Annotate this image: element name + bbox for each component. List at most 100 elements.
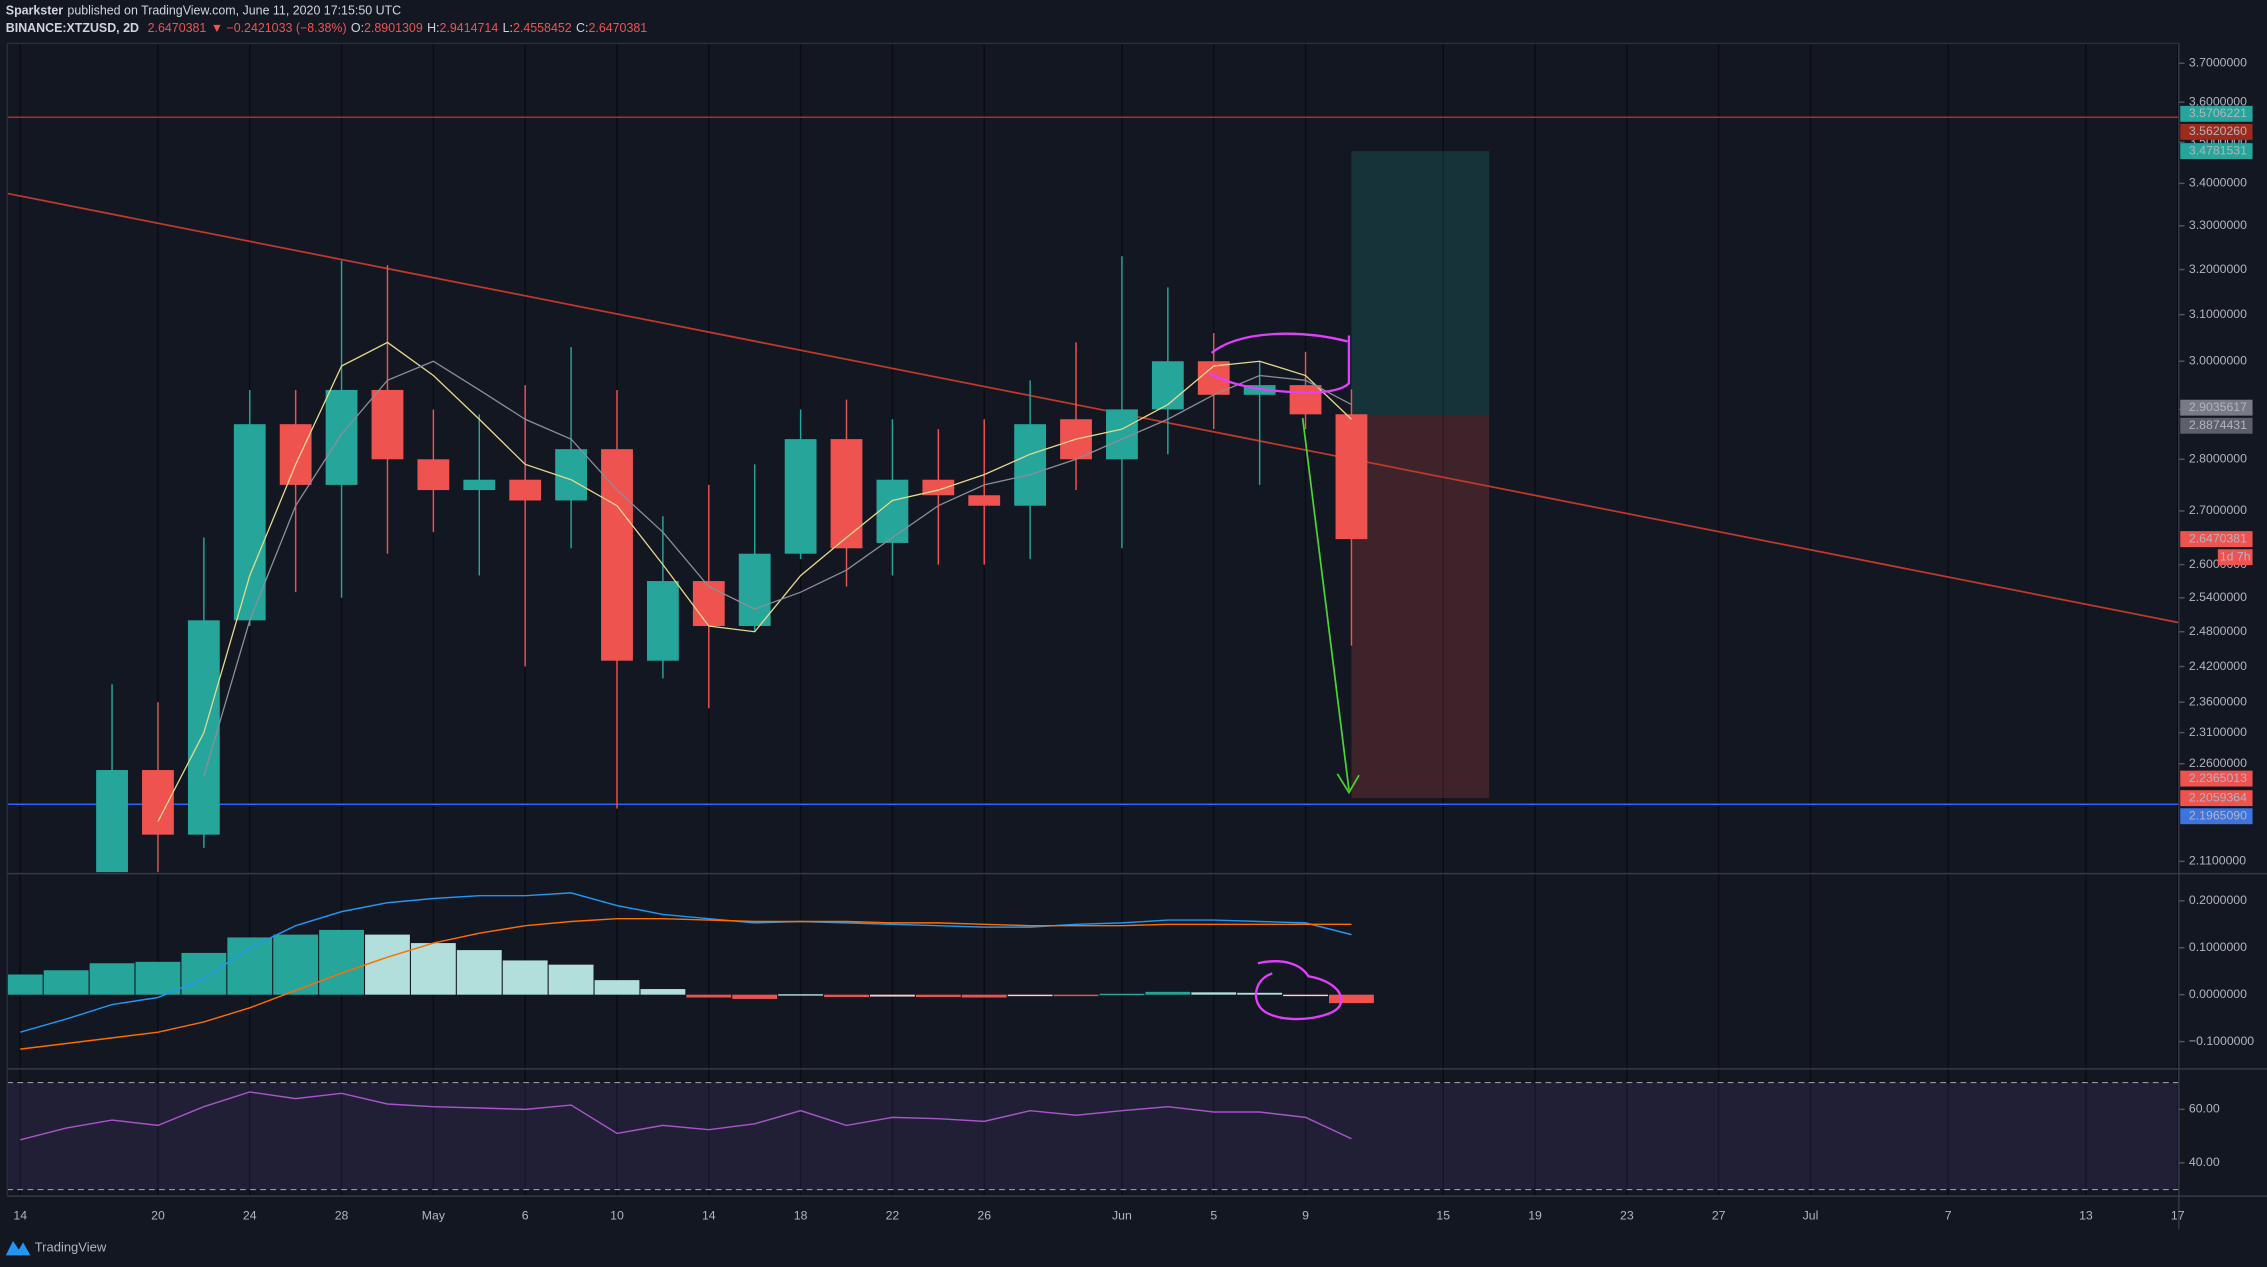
candle-body xyxy=(371,389,404,460)
y-tick-label: 3.1000000 xyxy=(2189,307,2247,321)
y-tick-label: 3.4000000 xyxy=(2189,176,2247,190)
price-label: 2.1965090 xyxy=(2189,808,2247,822)
histogram-bar xyxy=(43,970,89,995)
y-tick-label: 60.00 xyxy=(2189,1102,2220,1116)
histogram-bar xyxy=(1053,994,1099,997)
publish-line: Sparkster published on TradingView.com, J… xyxy=(6,4,401,18)
histogram-bar xyxy=(548,964,594,995)
drawings xyxy=(1208,332,1360,1021)
histogram-bar xyxy=(1145,991,1191,995)
price-label-box xyxy=(2180,123,2253,140)
price-label: 2.6470381 xyxy=(2189,531,2247,545)
candle-body xyxy=(876,479,909,543)
y-tick-label: 3.6000000 xyxy=(2189,94,2247,108)
open-value: 2.8901309 xyxy=(364,21,423,35)
y-tick-label: 2.3600000 xyxy=(2189,694,2247,708)
price-label: 2.8874431 xyxy=(2189,418,2247,432)
histogram-bar xyxy=(7,974,43,995)
x-tick-label: Jul xyxy=(1803,1209,1819,1223)
grid xyxy=(19,43,2179,1197)
position-stop-zone xyxy=(1351,415,1490,799)
histogram-bar xyxy=(365,934,410,995)
histogram-bar xyxy=(961,994,1007,998)
histogram-bar xyxy=(686,994,732,998)
candle-body xyxy=(96,770,128,873)
histogram-bar xyxy=(89,963,135,995)
highlight-circle xyxy=(1254,960,1343,1021)
histogram-bar xyxy=(824,994,869,998)
histogram-bar xyxy=(1329,994,1374,1004)
ohlc-label: O: xyxy=(351,21,364,35)
close-value: 2.6470381 xyxy=(588,21,647,35)
x-tick-label: 7 xyxy=(1945,1209,1952,1223)
y-tick-label: 3.0000000 xyxy=(2189,353,2247,367)
last-price: 2.6470381 xyxy=(148,21,207,35)
rsi-line xyxy=(20,1091,1352,1141)
low-value: 2.4558452 xyxy=(513,21,572,35)
author: Sparkster xyxy=(6,4,63,18)
x-tick-label: 17 xyxy=(2171,1209,2185,1223)
brand-logo: TradingView xyxy=(5,1240,107,1256)
candle-body xyxy=(1289,385,1322,415)
histogram-bar xyxy=(502,960,548,995)
macd-line xyxy=(20,892,1352,1033)
x-tick-label: 14 xyxy=(702,1209,716,1223)
histogram-bar xyxy=(1191,992,1237,995)
ohlc-label: L: xyxy=(503,21,513,35)
price-label: 2.2059364 xyxy=(2189,790,2247,804)
price-label-box xyxy=(2180,105,2253,122)
arrow-head xyxy=(1336,773,1360,795)
x-tick-label: 5 xyxy=(1210,1209,1217,1223)
x-tick-label: 6 xyxy=(522,1209,529,1223)
candle-body xyxy=(509,479,542,501)
moving-average xyxy=(157,341,1352,822)
y-tick-label: 2.8000000 xyxy=(2189,452,2247,466)
histogram-bar xyxy=(1237,992,1283,995)
histogram-bar xyxy=(410,943,456,995)
position-target-zone xyxy=(1351,151,1490,416)
candle-body xyxy=(692,581,725,627)
price-label-box xyxy=(2180,531,2253,548)
x-tick-label: 10 xyxy=(610,1209,624,1223)
y-tick-label: −0.1000000 xyxy=(2189,1034,2254,1048)
highlight-circle xyxy=(1208,332,1351,394)
histogram-bar xyxy=(456,950,502,995)
x-tick-label: Jun xyxy=(1112,1209,1132,1223)
candle-body xyxy=(233,424,266,621)
histogram-bar xyxy=(1283,994,1328,997)
x-tick-label: 14 xyxy=(13,1209,27,1223)
candle-body xyxy=(601,449,633,661)
x-tick-label: 15 xyxy=(1436,1209,1450,1223)
candle-body xyxy=(738,553,771,627)
histogram-bar xyxy=(273,934,319,995)
candle-body xyxy=(325,389,358,485)
change: ▼ −0.2421033 (−8.38%) xyxy=(211,21,347,35)
price-label-box xyxy=(2180,770,2253,787)
histogram-bar xyxy=(594,980,640,995)
x-tick-label: 27 xyxy=(1712,1209,1726,1223)
histogram-bar xyxy=(181,952,227,995)
candle-body xyxy=(187,620,220,835)
histogram-bar xyxy=(870,994,915,997)
x-tick-label: 19 xyxy=(1528,1209,1542,1223)
x-tick-label: 23 xyxy=(1620,1209,1634,1223)
histogram-bar xyxy=(1007,994,1053,997)
countdown-box xyxy=(2217,549,2253,566)
price-label: 2.9035617 xyxy=(2189,400,2247,414)
price-label: 3.4781531 xyxy=(2189,143,2247,157)
price-label-box xyxy=(2180,399,2253,416)
y-tick-label: 3.2000000 xyxy=(2189,262,2247,276)
candle-body xyxy=(646,581,679,661)
candle-body xyxy=(417,459,450,491)
x-tick-label: 24 xyxy=(243,1209,257,1223)
brand: TradingView xyxy=(35,1240,107,1255)
high-value: 2.9414714 xyxy=(440,21,499,35)
y-tick-label: 2.5400000 xyxy=(2189,590,2247,604)
candle-body xyxy=(1014,424,1047,506)
published: published on TradingView.com, June 11, 2… xyxy=(67,4,401,18)
histogram-bar xyxy=(732,994,778,999)
histogram-bar xyxy=(319,929,364,995)
